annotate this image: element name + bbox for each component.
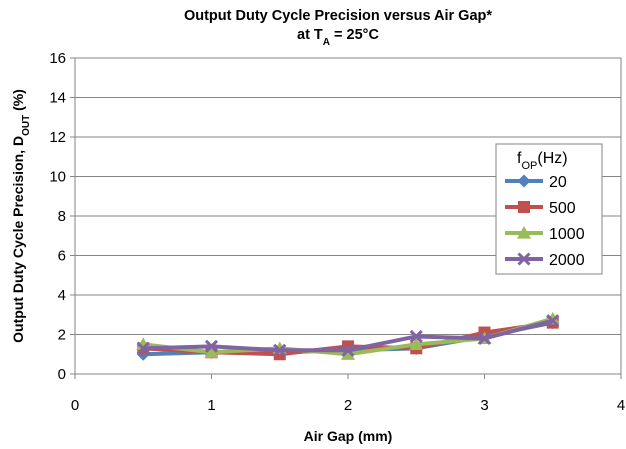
y-axis-label-prefix: Output Duty Cycle Precision, D xyxy=(10,136,26,343)
x-tick-label: 4 xyxy=(617,397,625,414)
legend-title: fOP(Hz) xyxy=(517,150,568,172)
legend-marker xyxy=(517,252,531,266)
legend-title-suffix: (Hz) xyxy=(537,150,567,167)
y-tick-label: 6 xyxy=(58,248,66,265)
data-point xyxy=(546,314,560,328)
legend-items: 20 500 1000 2000 xyxy=(505,174,585,269)
data-point xyxy=(409,337,424,350)
data-point xyxy=(204,345,219,358)
y-tick-label: 16 xyxy=(49,50,66,67)
legend-label: 500 xyxy=(549,200,576,217)
chart-title: Output Duty Cycle Precision versus Air G… xyxy=(184,8,492,24)
legend-marker xyxy=(518,201,530,213)
y-axis-ticks: 0 2 4 6 8 10 12 14 16 xyxy=(49,50,75,383)
x-tick-label: 2 xyxy=(344,397,352,414)
y-tick-label: 14 xyxy=(49,90,66,107)
data-point xyxy=(341,343,355,357)
legend-item: 20 xyxy=(505,174,567,191)
x-axis-label: Air Gap (mm) xyxy=(304,428,393,444)
legend-marker xyxy=(517,174,531,188)
legend-title-prefix: f xyxy=(517,150,522,167)
data-point xyxy=(477,331,492,346)
y-tick-label: 12 xyxy=(49,129,66,146)
data-point xyxy=(204,339,219,353)
x-tick-label: 1 xyxy=(207,397,215,414)
legend: fOP(Hz) 20 500 1000 2000 xyxy=(495,143,603,275)
x-tick-label: 0 xyxy=(71,397,79,414)
data-point xyxy=(273,343,287,357)
y-tick-label: 4 xyxy=(58,287,66,304)
data-point xyxy=(409,329,423,344)
x-axis-ticks: 0 1 2 3 4 xyxy=(71,374,625,414)
legend-label: 20 xyxy=(549,174,567,191)
series-2000 xyxy=(136,314,560,357)
legend-item: 500 xyxy=(505,200,576,217)
legend-label: 1000 xyxy=(549,226,585,243)
legend-item: 1000 xyxy=(505,226,585,243)
y-tick-label: 2 xyxy=(58,327,66,344)
data-point xyxy=(136,341,150,355)
legend-label: 2000 xyxy=(549,252,585,269)
legend-title-sub: OP xyxy=(521,160,537,172)
gridlines xyxy=(75,97,621,335)
y-axis-label: Output Duty Cycle Precision, DOUT (%) xyxy=(10,89,32,343)
data-point xyxy=(341,347,355,360)
chart-subtitle-prefix: at T xyxy=(297,27,323,43)
chart-subtitle-suffix: = 25°C xyxy=(330,27,379,43)
series-layer xyxy=(136,311,560,361)
chart-subtitle-sub: A xyxy=(323,37,330,48)
y-tick-label: 8 xyxy=(58,208,66,225)
y-tick-label: 10 xyxy=(49,169,66,186)
y-tick-label: 0 xyxy=(58,366,66,383)
x-tick-label: 3 xyxy=(480,397,488,414)
legend-marker xyxy=(517,226,531,239)
y-axis-label-suffix: (%) xyxy=(10,89,26,115)
chart-subtitle: at TA = 25°C xyxy=(297,27,379,48)
y-axis-label-sub: OUT xyxy=(21,115,32,136)
legend-item: 2000 xyxy=(505,252,585,269)
